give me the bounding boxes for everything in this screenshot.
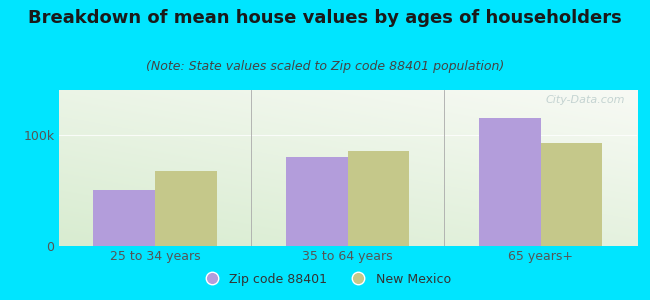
Text: Breakdown of mean house values by ages of householders: Breakdown of mean house values by ages o… (28, 9, 622, 27)
Text: (Note: State values scaled to Zip code 88401 population): (Note: State values scaled to Zip code 8… (146, 60, 504, 73)
Text: City-Data.com: City-Data.com (546, 95, 625, 105)
Bar (155, 171, 216, 246)
Bar (286, 157, 348, 246)
Bar (479, 118, 541, 246)
Bar (348, 151, 410, 246)
Bar (541, 143, 603, 246)
Bar (93, 190, 155, 246)
Legend: Zip code 88401, New Mexico: Zip code 88401, New Mexico (194, 268, 456, 291)
